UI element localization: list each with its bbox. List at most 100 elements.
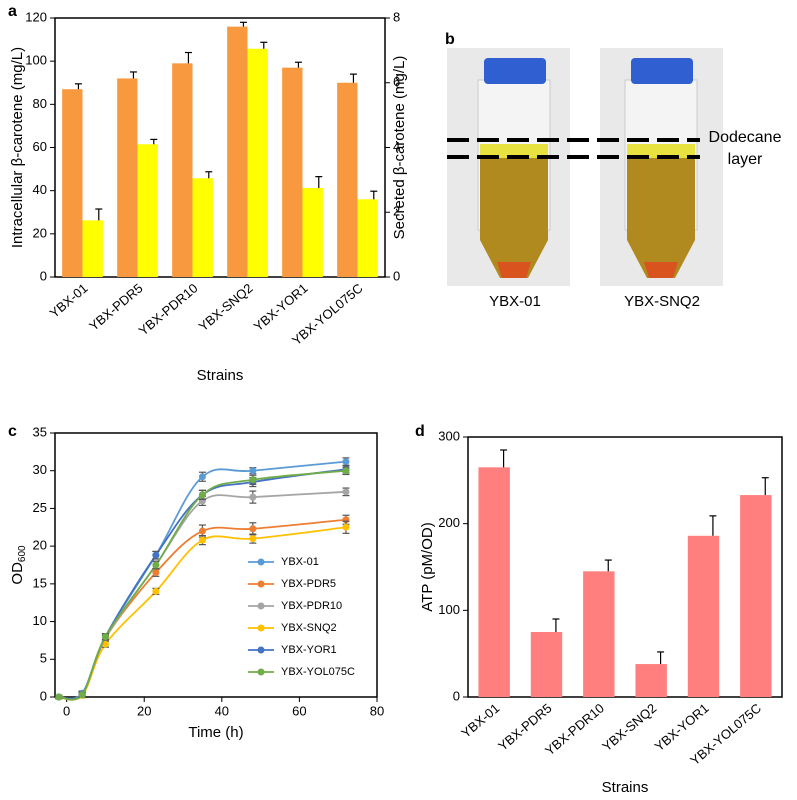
y-tick-label: 100 — [438, 602, 460, 617]
point — [101, 633, 109, 641]
legend-marker — [257, 668, 265, 676]
y-tick-label: 20 — [33, 538, 47, 553]
y-tick-label: 0 — [453, 688, 460, 703]
point — [198, 536, 206, 544]
point — [78, 691, 86, 699]
panel-label: c — [8, 423, 17, 440]
y-tick-label: 10 — [33, 613, 47, 628]
bar — [530, 632, 563, 697]
bar — [740, 495, 772, 697]
legend-label: YBX-PDR5 — [281, 578, 336, 590]
bar — [227, 26, 248, 278]
bar — [337, 82, 358, 277]
bar — [172, 63, 193, 278]
bar — [192, 178, 213, 277]
point — [101, 640, 109, 648]
tube — [624, 58, 698, 278]
bar — [635, 664, 667, 697]
bar — [62, 89, 83, 277]
x-tick-label: YBX-01 — [47, 280, 91, 320]
bar — [302, 187, 323, 277]
x-tick-label: YBX-01 — [458, 700, 502, 740]
point — [249, 476, 257, 484]
tube-label: YBX-SNQ2 — [624, 293, 700, 310]
point — [198, 491, 206, 499]
point — [342, 488, 350, 496]
point — [55, 693, 63, 701]
y-tick-label: 0 — [40, 688, 47, 703]
point — [152, 561, 160, 569]
panel-label: a — [8, 3, 17, 20]
y-tick-label: 300 — [438, 428, 460, 443]
y2-tick-label: 2 — [393, 204, 400, 219]
bar — [282, 67, 303, 278]
bar — [357, 199, 378, 277]
point — [249, 493, 257, 501]
y-tick-label: 80 — [33, 96, 47, 111]
y-tick-label: 35 — [33, 424, 47, 439]
legend-marker — [257, 580, 265, 588]
y-tick-label: 0 — [40, 268, 47, 283]
point — [249, 535, 257, 543]
plot-frame — [467, 436, 783, 698]
tube-label: YBX-01 — [489, 293, 541, 310]
photo: b YBX-01 YBX-SNQ2 — [445, 31, 723, 310]
plot-frame — [54, 17, 386, 278]
point — [152, 587, 160, 595]
bar — [137, 144, 158, 277]
y-axis-label-text: OD — [9, 562, 26, 585]
point — [152, 569, 160, 577]
y-tick-label: 5 — [40, 651, 47, 666]
tube — [477, 58, 551, 278]
bar — [82, 220, 103, 277]
x-tick-label: 20 — [137, 703, 151, 718]
y-axis-label: Intracellular β-carotene (mg/L) — [9, 47, 26, 248]
bar — [478, 467, 510, 697]
y2-tick-label: 6 — [393, 74, 400, 89]
point — [249, 467, 257, 475]
y2-tick-label: 8 — [393, 9, 400, 24]
legend-label: YBX-01 — [281, 556, 319, 568]
legend-label: YBX-SNQ2 — [281, 622, 337, 634]
panel-label: d — [415, 423, 425, 440]
x-tick-label: YBX-PDR10 — [136, 280, 201, 338]
y-tick-label: 20 — [33, 225, 47, 240]
y2-tick-label: 0 — [393, 268, 400, 283]
legend-label: YBX-YOL075C — [281, 666, 355, 678]
panel-label: b — [445, 31, 455, 48]
legend-label: YBX-YOR1 — [281, 644, 337, 656]
y-tick-label: 120 — [25, 9, 47, 24]
plot-frame — [54, 432, 378, 698]
x-tick-label: 40 — [215, 703, 229, 718]
x-tick-label: YBX-SNQ2 — [196, 280, 256, 334]
legend-marker — [257, 624, 265, 632]
point — [249, 525, 257, 533]
x-tick-label: YBX-SNQ2 — [599, 700, 659, 754]
bar — [687, 535, 720, 697]
bar — [247, 48, 268, 277]
y2-tick-label: 4 — [393, 139, 400, 154]
point — [152, 551, 160, 559]
x-tick-label: 60 — [292, 703, 306, 718]
y-axis-label: ATP (pM/OD) — [419, 522, 436, 611]
bar — [583, 571, 615, 697]
bar — [117, 78, 138, 277]
y-tick-label: 15 — [33, 575, 47, 590]
x-axis-label: Strains — [602, 779, 649, 796]
y-tick-label: 200 — [438, 515, 460, 530]
legend-label: YBX-PDR10 — [281, 600, 342, 612]
y-tick-label: 25 — [33, 500, 47, 515]
y-axis-label-subscript: 600 — [17, 545, 28, 562]
point — [198, 473, 206, 481]
y-tick-label: 100 — [25, 53, 47, 68]
legend-marker — [257, 558, 265, 566]
y-tick-label: 40 — [33, 182, 47, 197]
y-tick-label: 30 — [33, 462, 47, 477]
legend-marker — [257, 602, 265, 610]
x-tick-label: 80 — [370, 703, 384, 718]
legend-marker — [257, 646, 265, 654]
x-axis-label: Time (h) — [188, 724, 243, 741]
point — [342, 467, 350, 475]
